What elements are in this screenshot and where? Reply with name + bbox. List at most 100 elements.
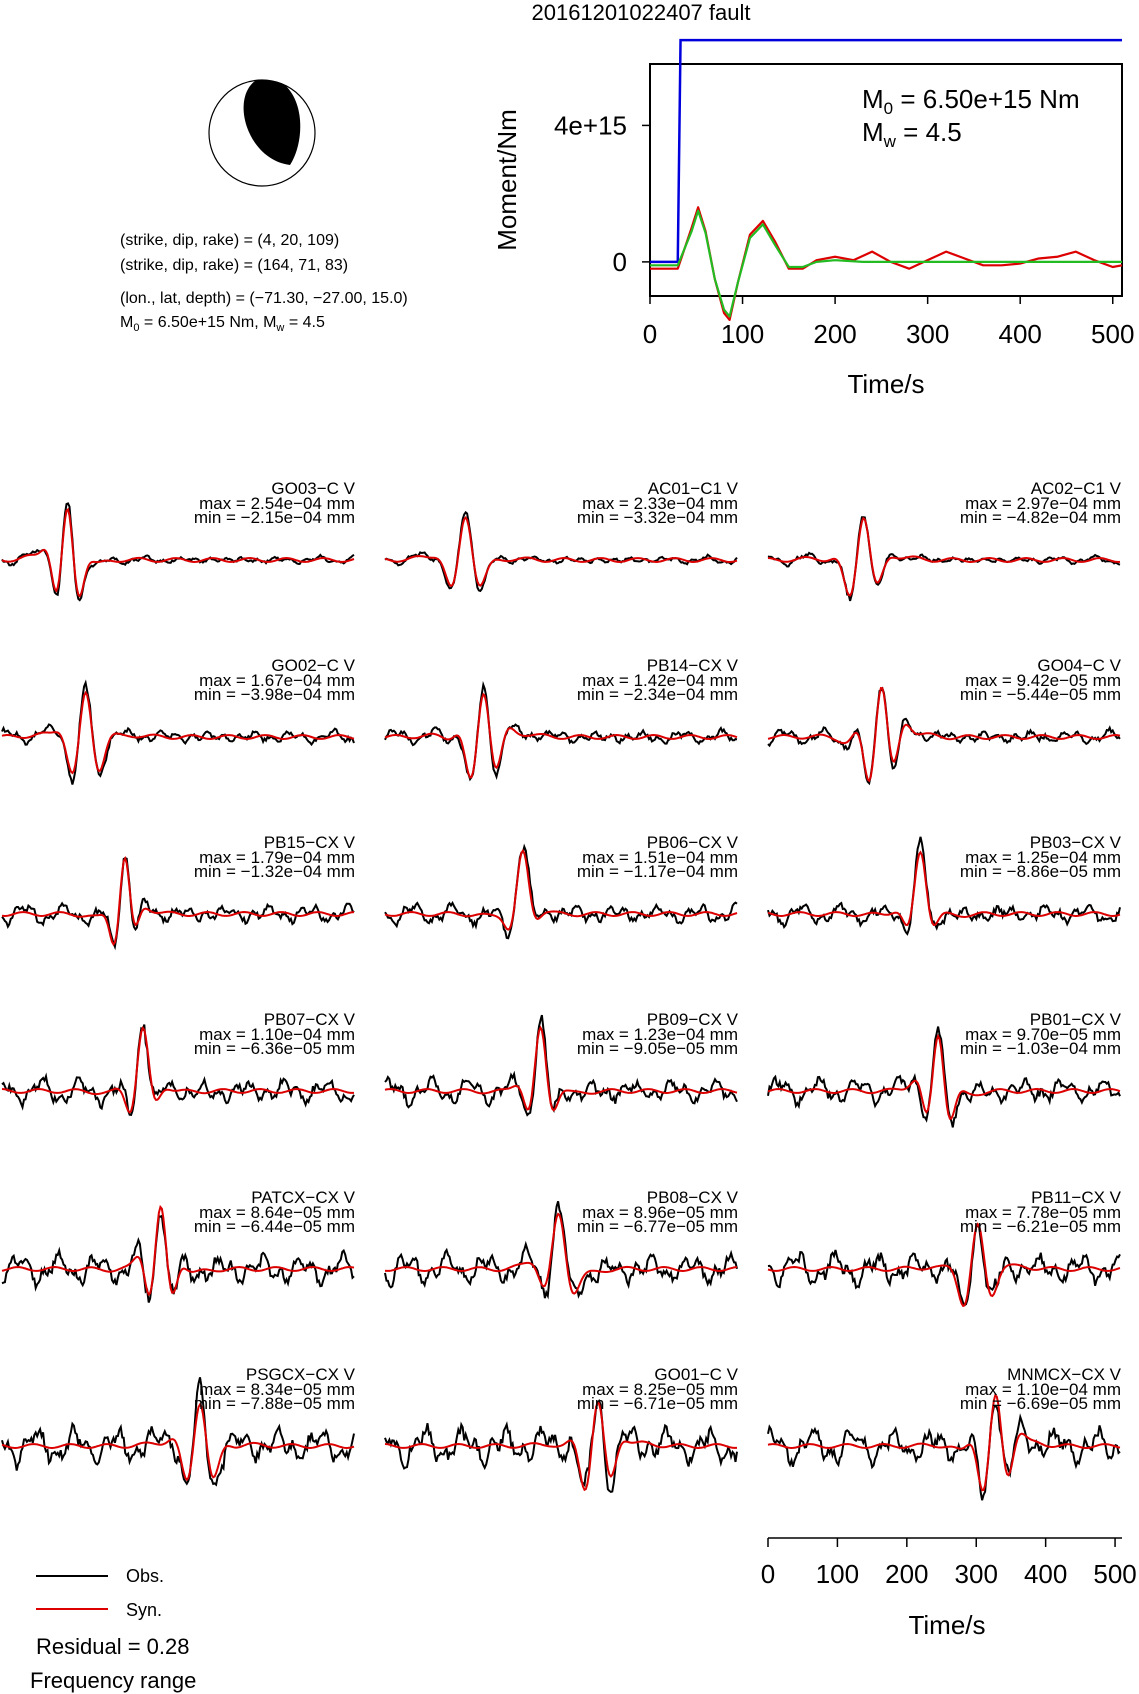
station-min: min = −6.44e−05 mm bbox=[194, 1217, 355, 1236]
station-name: PB07−CX V bbox=[264, 1010, 356, 1029]
synthetic-trace bbox=[767, 1222, 1121, 1308]
station-min: min = −8.86e−05 mm bbox=[960, 862, 1121, 881]
station-max: max = 1.10e−04 mm bbox=[965, 1380, 1121, 1399]
observed-trace bbox=[1, 1024, 355, 1116]
legend-syn-label: Syn. bbox=[126, 1600, 162, 1620]
synthetic-trace bbox=[1, 507, 355, 598]
station-min: min = −4.82e−04 mm bbox=[960, 508, 1121, 527]
synthetic-trace bbox=[767, 687, 1121, 783]
observed-trace bbox=[767, 1404, 1121, 1501]
station-max: max = 9.42e−05 mm bbox=[965, 671, 1121, 690]
moment-annotation-mw: Mw = 4.5 bbox=[862, 117, 962, 151]
station-min: min = −3.32e−04 mm bbox=[577, 508, 738, 527]
station-min: min = −6.21e−05 mm bbox=[960, 1217, 1121, 1236]
observed-trace bbox=[384, 1201, 738, 1300]
station-max: max = 8.34e−05 mm bbox=[199, 1380, 355, 1399]
station-name: PB03−CX V bbox=[1030, 833, 1122, 852]
station-max: max = 8.25e−05 mm bbox=[582, 1380, 738, 1399]
synthetic-trace bbox=[767, 1393, 1121, 1492]
station-max: max = 1.25e−04 mm bbox=[965, 848, 1121, 867]
moment-xtick-label: 0 bbox=[643, 319, 657, 349]
synthetic-trace bbox=[384, 692, 738, 779]
moment-ylabel: Moment/Nm bbox=[492, 109, 522, 251]
station-name: GO04−C V bbox=[1037, 656, 1121, 675]
station-max: max = 1.79e−04 mm bbox=[199, 848, 355, 867]
synthetic-trace bbox=[767, 1033, 1121, 1120]
mechanism-line-1: (strike, dip, rake) = (4, 20, 109) bbox=[120, 232, 339, 249]
station-max: max = 2.54e−04 mm bbox=[199, 494, 355, 513]
station-min: min = −2.15e−04 mm bbox=[194, 508, 355, 527]
station-name: GO01−C V bbox=[654, 1365, 738, 1384]
synthetic-trace bbox=[767, 850, 1121, 927]
waveform-xtick-label: 200 bbox=[885, 1559, 928, 1589]
station-min: min = −2.34e−04 mm bbox=[577, 685, 738, 704]
station-name: PB09−CX V bbox=[647, 1010, 739, 1029]
synthetic-trace bbox=[384, 515, 738, 588]
moment-xtick-label: 500 bbox=[1091, 319, 1134, 349]
observed-trace bbox=[384, 1399, 738, 1493]
synthetic-trace bbox=[384, 1212, 738, 1295]
station-min: min = −1.03e−04 mm bbox=[960, 1039, 1121, 1058]
legend: Obs. Syn. Residual = 0.28 Frequency rang… bbox=[30, 1566, 196, 1693]
station-min: min = −6.71e−05 mm bbox=[577, 1394, 738, 1413]
mechanism-info: (strike, dip, rake) = (4, 20, 109) (stri… bbox=[120, 232, 408, 334]
station-max: max = 1.23e−04 mm bbox=[582, 1025, 738, 1044]
station-name: PB08−CX V bbox=[647, 1188, 739, 1207]
moment-function-line bbox=[650, 38, 1122, 264]
station-name: PB14−CX V bbox=[647, 656, 739, 675]
station-max: max = 2.33e−04 mm bbox=[582, 494, 738, 513]
station-name: PATCX−CX V bbox=[251, 1188, 355, 1207]
moment-xtick-label: 400 bbox=[999, 319, 1042, 349]
moment-xtick-label: 200 bbox=[813, 319, 856, 349]
station-max: max = 7.78e−05 mm bbox=[965, 1203, 1121, 1222]
mechanism-line-3: (lon., lat, depth) = (−71.30, −27.00, 15… bbox=[120, 290, 408, 307]
moment-annotation-m0: M0 = 6.50e+15 Nm bbox=[862, 84, 1080, 118]
moment-series-green-line bbox=[650, 209, 1122, 318]
synthetic-trace bbox=[1, 1026, 354, 1114]
station-name: PB11−CX V bbox=[1031, 1188, 1122, 1207]
waveform-xlabel: Time/s bbox=[908, 1610, 985, 1640]
station-max: max = 1.51e−04 mm bbox=[582, 848, 738, 867]
synthetic-trace bbox=[767, 516, 1121, 597]
synthetic-trace bbox=[1, 1402, 355, 1482]
waveform-time-axis: 0 100 200 300 400 500 bbox=[761, 1537, 1137, 1589]
station-min: min = −5.44e−05 mm bbox=[960, 685, 1121, 704]
station-min: min = −9.05e−05 mm bbox=[577, 1039, 738, 1058]
station-min: min = −6.77e−05 mm bbox=[577, 1217, 738, 1236]
observed-trace bbox=[384, 680, 738, 782]
frequency-range-label: Frequency range bbox=[30, 1668, 196, 1693]
waveform-xtick-label: 400 bbox=[1024, 1559, 1067, 1589]
station-max: max = 8.64e−05 mm bbox=[199, 1203, 355, 1222]
station-max: max = 8.96e−05 mm bbox=[582, 1203, 738, 1222]
residual-label: Residual = 0.28 bbox=[36, 1634, 190, 1659]
station-min: min = −1.17e−04 mm bbox=[577, 862, 738, 881]
waveform-xtick-label: 0 bbox=[761, 1559, 775, 1589]
moment-xtick-label: 300 bbox=[906, 319, 949, 349]
station-name: PB06−CX V bbox=[647, 833, 739, 852]
station-min: min = −1.32e−04 mm bbox=[194, 862, 355, 881]
moment-ytick-label: 0 bbox=[613, 247, 627, 277]
moment-ytick-label: 4e+15 bbox=[554, 110, 627, 140]
station-max: max = 1.42e−04 mm bbox=[582, 671, 738, 690]
observed-trace bbox=[1, 1377, 355, 1487]
synthetic-trace bbox=[1, 690, 355, 775]
moment-xtick-label: 100 bbox=[721, 319, 764, 349]
station-max: max = 1.10e−04 mm bbox=[199, 1025, 355, 1044]
station-name: GO02−C V bbox=[271, 656, 355, 675]
synthetic-trace bbox=[384, 1400, 737, 1492]
moment-plot-frame bbox=[649, 63, 1123, 297]
